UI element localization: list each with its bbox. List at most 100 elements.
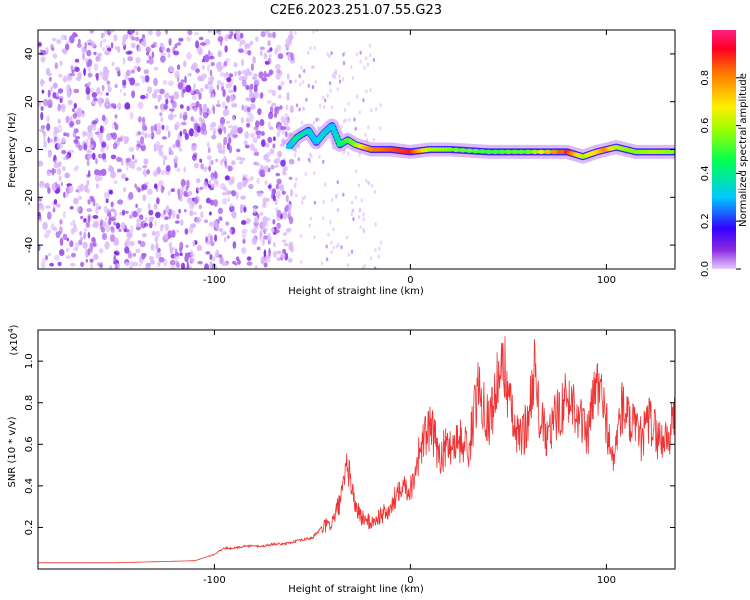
noise-speckle [124,228,130,233]
signal-point [524,149,532,155]
noise-speckle [322,216,325,221]
noise-speckle [82,52,85,60]
noise-speckle [106,69,110,74]
noise-speckle [169,259,176,266]
noise-speckle [209,254,213,260]
snr-panel: -100 0 100 0.2 0.4 0.6 0.8 1.0 Height of straig… [7,324,676,595]
noise-speckle [93,51,97,56]
noise-speckle [186,179,190,189]
y-tick-label: 0.8 [24,395,35,411]
noise-speckle [160,150,164,157]
noise-speckle [108,166,114,173]
noise-speckle [72,32,77,38]
noise-speckle [111,61,115,67]
noise-speckle [256,190,263,197]
noise-speckle [307,50,310,55]
noise-speckle [223,155,227,162]
noise-speckle [249,132,256,138]
noise-speckle [270,125,273,130]
noise-speckle [212,106,216,115]
noise-speckle [320,261,324,266]
noise-speckle [283,243,289,247]
noise-speckle [246,261,253,266]
noise-speckle [105,97,110,103]
noise-speckle [114,114,118,119]
noise-speckle [207,141,210,148]
noise-speckle [365,178,368,183]
noise-speckle [85,222,91,228]
noise-speckle [167,234,171,240]
noise-speckle [282,248,287,254]
noise-speckle [186,197,193,205]
noise-speckle [190,223,197,229]
noise-speckle [184,75,187,84]
noise-speckle [242,179,247,188]
noise-speckle [145,93,149,100]
noise-speckle [190,257,195,263]
noise-speckle [62,210,66,219]
noise-speckle [216,251,219,256]
noise-speckle [63,132,68,137]
noise-speckle [70,65,74,71]
noise-speckle [294,149,297,154]
noise-speckle [205,251,211,255]
noise-speckle [56,91,59,98]
noise-speckle [107,84,111,89]
noise-speckle [63,75,67,83]
noise-speckle [113,142,118,150]
y-tick-label: 0.4 [24,478,35,494]
noise-speckle [207,50,211,56]
noise-speckle [93,63,99,72]
noise-speckle [162,103,169,110]
colorbar-tick-label: 0.6 [700,118,711,134]
noise-speckle [273,136,276,141]
noise-speckle [281,190,286,195]
noise-speckle [148,255,154,261]
noise-speckle [150,125,154,133]
noise-speckle [125,166,129,171]
noise-speckle [51,167,55,176]
noise-speckle [210,234,213,243]
noise-speckle [241,231,246,240]
noise-speckle [144,216,148,222]
noise-speckle [229,203,233,208]
noise-speckle [155,140,160,148]
noise-speckle [40,80,46,85]
x-tick-label: 100 [597,575,616,586]
noise-speckle [158,180,164,187]
noise-speckle [267,235,272,242]
noise-speckle [108,216,113,220]
noise-speckle [169,247,173,254]
noise-speckle [303,69,306,73]
noise-speckle [57,261,62,267]
noise-speckle [174,43,178,49]
signal-point [668,149,675,155]
noise-speckle [273,242,276,248]
noise-speckle [186,36,191,42]
noise-speckle [187,30,193,36]
noise-speckle [173,114,177,118]
noise-speckle [239,32,244,39]
noise-speckle [108,189,113,195]
signal-point [459,148,467,153]
noise-speckle [99,40,103,48]
noise-speckle [362,212,365,217]
noise-speckle [77,185,82,194]
noise-speckle [268,54,272,58]
noise-speckle [124,210,129,214]
noise-speckle [48,76,52,82]
noise-speckle [274,63,281,70]
chart-title: C2E6.2023.251.07.55.G23 [270,3,442,18]
signal-point [465,148,473,153]
noise-speckle [199,158,203,163]
noise-speckle [40,125,46,130]
noise-speckle [252,73,258,79]
noise-speckle [38,128,45,133]
noise-speckle [76,43,82,48]
noise-speckle [181,90,185,98]
noise-speckle [179,252,183,257]
noise-speckle [274,164,279,168]
noise-speckle [295,193,298,198]
noise-speckle [68,149,75,153]
noise-speckle [202,181,208,190]
